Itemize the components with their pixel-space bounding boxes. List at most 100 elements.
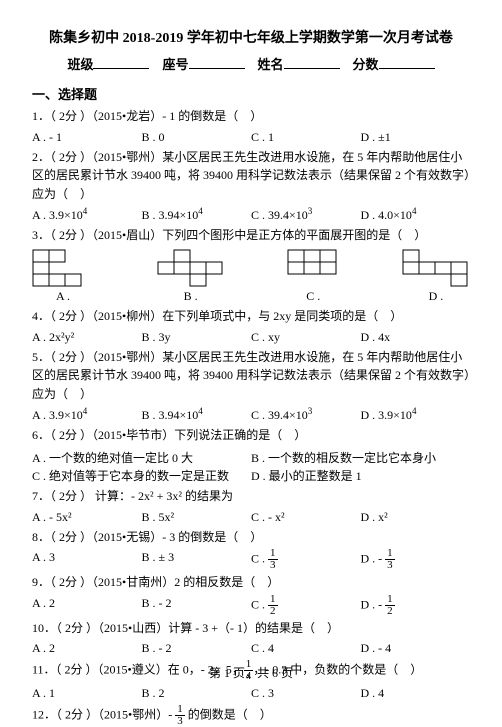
q7-b: B . 5x² [142, 508, 252, 526]
label-seat: 座号 [162, 57, 188, 72]
q11-options: A . 1 B . 2 C . 3 D . 4 [32, 684, 470, 702]
q1-stem: 1．（ 2分 ）（2015•龙岩）- 1 的倒数是（ ） [32, 107, 470, 126]
q6-a: A . 一个数的绝对值一定比 0 大 [32, 449, 251, 467]
q6-b: B . 一个数的相反数一定比它本身小 [251, 449, 470, 467]
q8-c: C . 13 [251, 548, 361, 571]
q10-stem: 10．（ 2分 ）（2015•山西）计算 - 3 +（- 1）的结果是（ ） [32, 619, 470, 638]
q3-stem: 3．（ 2分 ）（2015•眉山）下列四个图形中是正方体的平面展开图的是（ ） [32, 226, 470, 245]
q4-options: A . 2x²y² B . 3y C . xy D . 4x [32, 328, 470, 346]
q7-a: A . - 5x² [32, 508, 142, 526]
q1-b: B . 0 [142, 128, 252, 146]
q9-c: C . 12 [251, 594, 361, 617]
q9-a: A . 2 [32, 594, 142, 617]
q8-a: A . 3 [32, 548, 142, 571]
frac-1-3-b: 13 [385, 548, 395, 571]
q6-stem: 6．（ 2分 ）（2015•毕节市）下列说法正确的是（ ） [32, 426, 470, 445]
q2-c-text: C . 39.4×10 [251, 208, 308, 222]
q1-c: C . 1 [251, 128, 361, 146]
q7-stem: 7．（ 2分 ） 计算：- 2x² + 3x² 的结果为 [32, 487, 470, 506]
q3-a: A . [56, 287, 70, 305]
q2-b-exp: 4 [198, 206, 203, 216]
q12-stem-a: 12．（ 2分 ）（2015•鄂州）- [32, 708, 175, 722]
q2-a: A . 3.9×104 [32, 205, 142, 224]
q4-a: A . 2x²y² [32, 328, 142, 346]
q10-options: A . 2 B . - 2 C . 4 D . - 4 [32, 639, 470, 657]
q2-d-exp: 4 [412, 206, 417, 216]
q4-c: C . xy [251, 328, 361, 346]
q11-d: D . 4 [361, 684, 471, 702]
q3-c: C . [306, 287, 320, 305]
blank-name [284, 57, 340, 69]
q2-stem: 2．（ 2分 ）（2015•鄂州）某小区居民王先生改进用水设施，在 5 年内帮助… [32, 148, 470, 204]
q3-diag-d: D . [402, 249, 470, 305]
q11-a: A . 1 [32, 684, 142, 702]
q6-d: D . 最小的正整数是 1 [251, 467, 470, 485]
q4-stem: 4．（ 2分 ）（2015•柳州）在下列单项式中，与 2xy 是同类项的是（ ） [32, 307, 470, 326]
q5-a-exp: 4 [83, 406, 88, 416]
label-class: 班级 [67, 57, 93, 72]
blank-class [93, 57, 149, 69]
q2-a-text: A . 3.9×10 [32, 208, 83, 222]
q10-d: D . - 4 [361, 639, 471, 657]
cube-net-b-icon [157, 249, 225, 287]
q3-d: D . [429, 287, 444, 305]
q8-b: B . ± 3 [142, 548, 252, 571]
q2-b: B . 3.94×104 [142, 205, 252, 224]
header-fill-row: 班级 座号 姓名 分数 [32, 55, 470, 75]
frac-1-2-b: 12 [385, 594, 395, 617]
q7-c: C . - x² [251, 508, 361, 526]
q5-c-exp: 3 [308, 406, 313, 416]
frac-1-2-a: 12 [268, 594, 278, 617]
q5-d: D . 3.9×104 [361, 405, 471, 424]
page-footer: 第 1 页，共 6 页 [0, 664, 502, 682]
cube-net-d-icon [402, 249, 470, 287]
q2-c-exp: 3 [308, 206, 313, 216]
q10-c: C . 4 [251, 639, 361, 657]
q8-stem: 8．（ 2分 ）（2015•无锡）- 3 的倒数是（ ） [32, 528, 470, 547]
q5-options: A . 3.9×104 B . 3.94×104 C . 39.4×103 D … [32, 405, 470, 424]
frac-1-3-a: 13 [268, 548, 278, 571]
q5-a: A . 3.9×104 [32, 405, 142, 424]
q1-d: D . ±1 [361, 128, 471, 146]
q9-d-text: D . - [361, 597, 383, 611]
label-name: 姓名 [258, 57, 284, 72]
blank-seat [189, 57, 245, 69]
q5-d-exp: 4 [412, 406, 417, 416]
q5-stem: 5．（ 2分 ）（2015•鄂州）某小区居民王先生改进用水设施，在 5 年内帮助… [32, 348, 470, 404]
q5-b-text: B . 3.94×10 [142, 408, 199, 422]
q3-diagrams: A . B . C . D . [32, 249, 470, 305]
q2-a-exp: 4 [83, 206, 88, 216]
q9-options: A . 2 B . - 2 C . 12 D . - 12 [32, 594, 470, 617]
q9-stem: 9．（ 2分 ）（2015•甘南州）2 的相反数是（ ） [32, 573, 470, 592]
q4-b: B . 3y [142, 328, 252, 346]
title: 陈集乡初中 2018-2019 学年初中七年级上学期数学第一次月考试卷 [32, 28, 470, 49]
q9-b: B . - 2 [142, 594, 252, 617]
q2-b-text: B . 3.94×10 [142, 208, 199, 222]
q6-options: A . 一个数的绝对值一定比 0 大 B . 一个数的相反数一定比它本身小 C … [32, 449, 470, 485]
q3-diag-c: C . [287, 249, 339, 305]
q5-b-exp: 4 [198, 406, 203, 416]
q2-options: A . 3.9×104 B . 3.94×104 C . 39.4×103 D … [32, 205, 470, 224]
q5-c: C . 39.4×103 [251, 405, 361, 424]
q2-d: D . 4.0×104 [361, 205, 471, 224]
q7-d: D . x² [361, 508, 471, 526]
blank-score [379, 57, 435, 69]
q5-c-text: C . 39.4×10 [251, 408, 308, 422]
cube-net-c-icon [287, 249, 339, 287]
q5-a-text: A . 3.9×10 [32, 408, 83, 422]
q12-stem: 12．（ 2分 ）（2015•鄂州）- 13 的倒数是（ ） [32, 704, 470, 727]
q8-options: A . 3 B . ± 3 C . 13 D . - 13 [32, 548, 470, 571]
q3-diag-b: B . [157, 249, 225, 305]
q10-a: A . 2 [32, 639, 142, 657]
q3-diag-a: A . [32, 249, 94, 305]
q12-stem-b: 的倒数是（ ） [185, 708, 272, 722]
frac-1-3-c: 13 [175, 704, 185, 727]
q8-d-text: D . - [361, 551, 383, 565]
q10-b: B . - 2 [142, 639, 252, 657]
q1-a: A . - 1 [32, 128, 142, 146]
label-score: 分数 [353, 57, 379, 72]
q6-c: C . 绝对值等于它本身的数一定是正数 [32, 467, 251, 485]
q9-d: D . - 12 [361, 594, 471, 617]
q7-options: A . - 5x² B . 5x² C . - x² D . x² [32, 508, 470, 526]
q2-d-text: D . 4.0×10 [361, 208, 412, 222]
